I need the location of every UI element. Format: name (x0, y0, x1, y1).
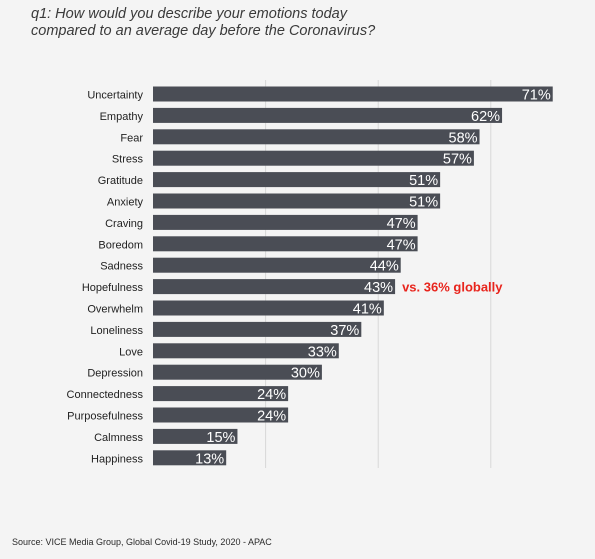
bar (153, 129, 480, 145)
bar-value-label: 24% (257, 387, 286, 403)
category-label: Fear (120, 132, 143, 144)
category-label: Hopefulness (82, 282, 144, 294)
category-label: Depression (87, 368, 143, 380)
bar-value-label: 30% (291, 366, 320, 382)
chart-title: q1: How would you describe your emotions… (31, 6, 571, 40)
bar (153, 107, 503, 123)
bar (153, 343, 339, 359)
bar (153, 428, 238, 444)
category-label: Stress (112, 154, 144, 166)
bar-value-label: 44% (370, 259, 399, 275)
bar-value-label: 47% (387, 216, 416, 232)
bar (153, 236, 418, 252)
category-label: Connectedness (67, 389, 144, 401)
chart-title-line-1: q1: How would you describe your emotions… (31, 6, 347, 22)
bar-value-label: 58% (449, 130, 478, 146)
category-label: Anxiety (107, 197, 144, 209)
bar (153, 86, 553, 102)
bar (153, 450, 227, 466)
bar-value-label: 71% (522, 88, 551, 104)
bars (153, 86, 553, 466)
bar (153, 150, 474, 166)
bar-value-label: 51% (409, 195, 438, 211)
bar-value-label: 13% (195, 451, 224, 467)
category-label: Empathy (100, 111, 144, 123)
category-label: Gratitude (98, 175, 143, 187)
source-note: Source: VICE Media Group, Global Covid-1… (12, 537, 272, 547)
category-label: Boredom (98, 239, 143, 251)
bar-value-label: 37% (330, 323, 359, 339)
chart-title-line-2: compared to an average day before the Co… (31, 23, 376, 39)
bar-value-label: 47% (387, 237, 416, 253)
category-label: Craving (105, 218, 143, 230)
category-label: Love (119, 346, 143, 358)
bar (153, 321, 362, 337)
bar (153, 172, 441, 188)
bar-value-label: 51% (409, 173, 438, 189)
bar (153, 279, 396, 295)
labels: Uncertainty 71% Empathy 62% Fear 58% Stress 57%… (67, 88, 551, 468)
category-label: Purposefulness (67, 411, 143, 423)
category-label: Loneliness (90, 325, 143, 337)
bar-value-label: 24% (257, 409, 286, 425)
category-label: Overwhelm (87, 304, 143, 316)
bar-value-label: 57% (443, 152, 472, 168)
bar-value-label: 43% (364, 280, 393, 296)
bar-value-label: 41% (353, 302, 382, 318)
bar (153, 364, 322, 380)
category-label: Happiness (91, 453, 143, 465)
category-label: Sadness (100, 261, 143, 273)
bar-value-label: 62% (471, 109, 500, 125)
bar-value-label: 33% (308, 344, 337, 360)
bar (153, 214, 418, 230)
category-label: Calmness (94, 432, 143, 444)
bar-chart: Uncertainty 71% Empathy 62% Fear 58% Stress 57%… (67, 80, 553, 468)
bar (153, 386, 289, 402)
bar-value-label: 15% (206, 430, 235, 446)
bar (153, 407, 289, 423)
global-comparison-annotation: vs. 36% globally (402, 280, 503, 295)
category-label: Uncertainty (87, 90, 143, 102)
bar (153, 257, 401, 273)
bar (153, 300, 384, 316)
gridlines (265, 80, 492, 468)
bar (153, 193, 441, 209)
